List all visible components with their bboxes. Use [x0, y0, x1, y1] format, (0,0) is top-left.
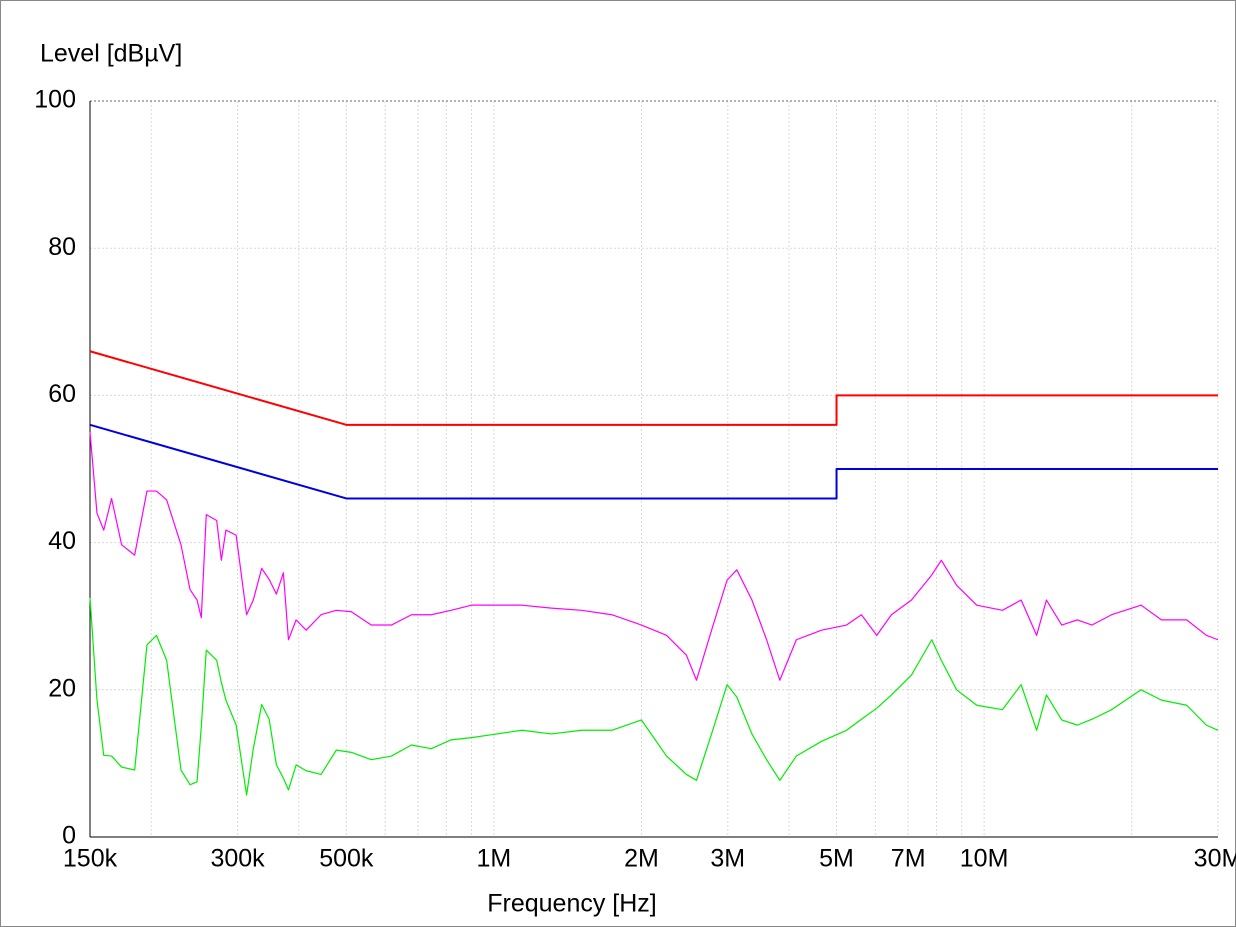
x-tick-label: 1M [477, 845, 512, 873]
x-tick-label: 500k [319, 845, 374, 873]
y-tick-label: 0 [62, 822, 76, 850]
x-tick-label: 10M [960, 845, 1009, 873]
series-line [89, 597, 1219, 796]
x-axis-label: Frequency [Hz] [487, 890, 657, 918]
x-tick-label: 7M [891, 845, 926, 873]
x-tick-label: 30M [1194, 845, 1236, 873]
series-line [89, 350, 1218, 426]
y-tick-label: 60 [48, 380, 76, 408]
y-tick-label: 80 [48, 233, 76, 261]
x-tick-label: 5M [819, 845, 854, 873]
x-tick-label: 300k [210, 845, 265, 873]
y-tick-label: 40 [48, 527, 76, 555]
y-tick-label: 100 [34, 86, 76, 114]
y-tick-label: 20 [48, 674, 76, 702]
x-tick-label: 3M [710, 845, 745, 873]
y-axis-label: Level [dBµV] [40, 40, 182, 68]
series-line [89, 432, 1219, 681]
x-tick-label: 2M [624, 845, 659, 873]
x-tick-label: 150k [63, 845, 118, 873]
series-line [89, 423, 1218, 500]
